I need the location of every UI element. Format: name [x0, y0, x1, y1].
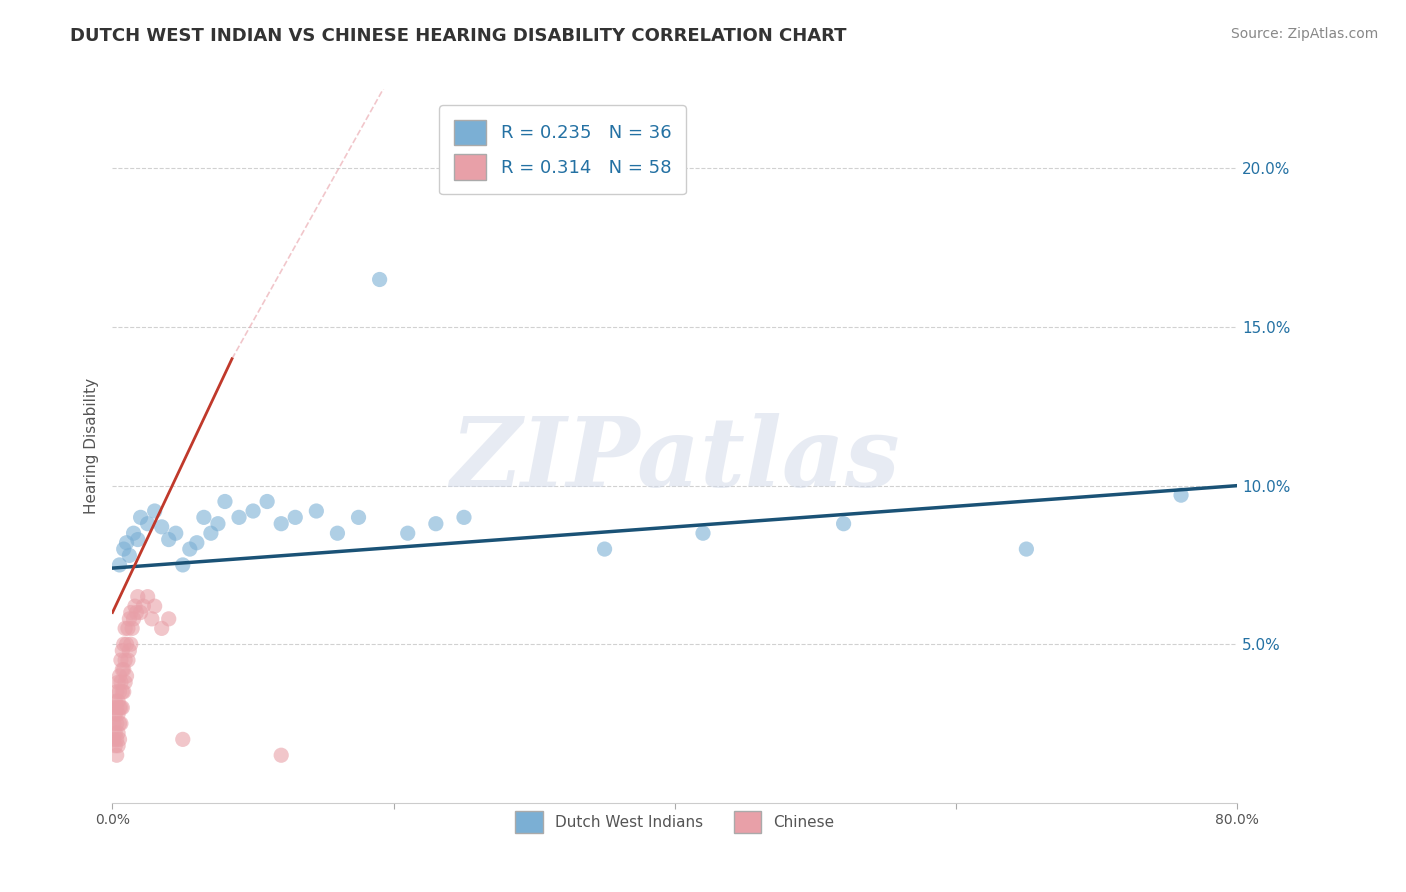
Text: ZIPatlas: ZIPatlas	[450, 413, 900, 508]
Point	[136, 590, 159, 604]
Legend: Dutch West Indians, Chinese: Dutch West Indians, Chinese	[503, 799, 846, 845]
Point	[103, 732, 125, 747]
Point	[143, 504, 166, 518]
Point	[118, 643, 141, 657]
Text: DUTCH WEST INDIAN VS CHINESE HEARING DISABILITY CORRELATION CHART: DUTCH WEST INDIAN VS CHINESE HEARING DIS…	[70, 27, 846, 45]
Point	[157, 612, 180, 626]
Point	[108, 732, 131, 747]
Point	[115, 637, 138, 651]
Point	[111, 643, 134, 657]
Point	[193, 510, 215, 524]
Point	[207, 516, 229, 531]
Point	[118, 549, 141, 563]
Point	[143, 599, 166, 614]
Point	[112, 663, 135, 677]
Point	[132, 599, 155, 614]
Point	[172, 558, 194, 572]
Point	[326, 526, 349, 541]
Point	[141, 612, 163, 626]
Point	[270, 516, 292, 531]
Point	[107, 675, 129, 690]
Point	[692, 526, 714, 541]
Point	[108, 685, 131, 699]
Point	[186, 535, 208, 549]
Point	[114, 653, 136, 667]
Point	[270, 748, 292, 763]
Point	[832, 516, 855, 531]
Point	[127, 590, 149, 604]
Point	[124, 599, 146, 614]
Point	[112, 685, 135, 699]
Point	[107, 706, 129, 721]
Point	[117, 621, 139, 635]
Point	[111, 685, 134, 699]
Point	[214, 494, 236, 508]
Text: Source: ZipAtlas.com: Source: ZipAtlas.com	[1230, 27, 1378, 41]
Point	[110, 653, 132, 667]
Point	[396, 526, 419, 541]
Point	[242, 504, 264, 518]
Point	[117, 653, 139, 667]
Point	[150, 621, 173, 635]
Point	[105, 732, 128, 747]
Point	[136, 516, 159, 531]
Point	[165, 526, 187, 541]
Point	[125, 606, 148, 620]
Point	[108, 669, 131, 683]
Point	[105, 748, 128, 763]
Y-axis label: Hearing Disability: Hearing Disability	[83, 378, 98, 514]
Point	[127, 533, 149, 547]
Point	[368, 272, 391, 286]
Point	[111, 700, 134, 714]
Point	[120, 637, 142, 651]
Point	[107, 739, 129, 753]
Point	[103, 716, 125, 731]
Point	[129, 606, 152, 620]
Point	[122, 612, 145, 626]
Point	[179, 542, 201, 557]
Point	[1015, 542, 1038, 557]
Point	[121, 621, 143, 635]
Point	[108, 716, 131, 731]
Point	[110, 700, 132, 714]
Point	[114, 621, 136, 635]
Point	[150, 520, 173, 534]
Point	[104, 739, 127, 753]
Point	[112, 637, 135, 651]
Point	[115, 669, 138, 683]
Point	[110, 675, 132, 690]
Point	[425, 516, 447, 531]
Point	[200, 526, 222, 541]
Point	[104, 694, 127, 708]
Point	[453, 510, 475, 524]
Point	[107, 726, 129, 740]
Point	[115, 535, 138, 549]
Point	[105, 700, 128, 714]
Point	[108, 558, 131, 572]
Point	[1170, 488, 1192, 502]
Point	[256, 494, 278, 508]
Point	[105, 716, 128, 731]
Point	[104, 726, 127, 740]
Point	[120, 606, 142, 620]
Point	[107, 694, 129, 708]
Point	[108, 700, 131, 714]
Point	[114, 675, 136, 690]
Point	[347, 510, 370, 524]
Point	[157, 533, 180, 547]
Point	[112, 542, 135, 557]
Point	[593, 542, 616, 557]
Point	[103, 700, 125, 714]
Point	[172, 732, 194, 747]
Point	[305, 504, 328, 518]
Point	[111, 663, 134, 677]
Point	[228, 510, 250, 524]
Point	[118, 612, 141, 626]
Point	[129, 510, 152, 524]
Point	[110, 716, 132, 731]
Point	[105, 685, 128, 699]
Point	[104, 706, 127, 721]
Point	[122, 526, 145, 541]
Point	[284, 510, 307, 524]
